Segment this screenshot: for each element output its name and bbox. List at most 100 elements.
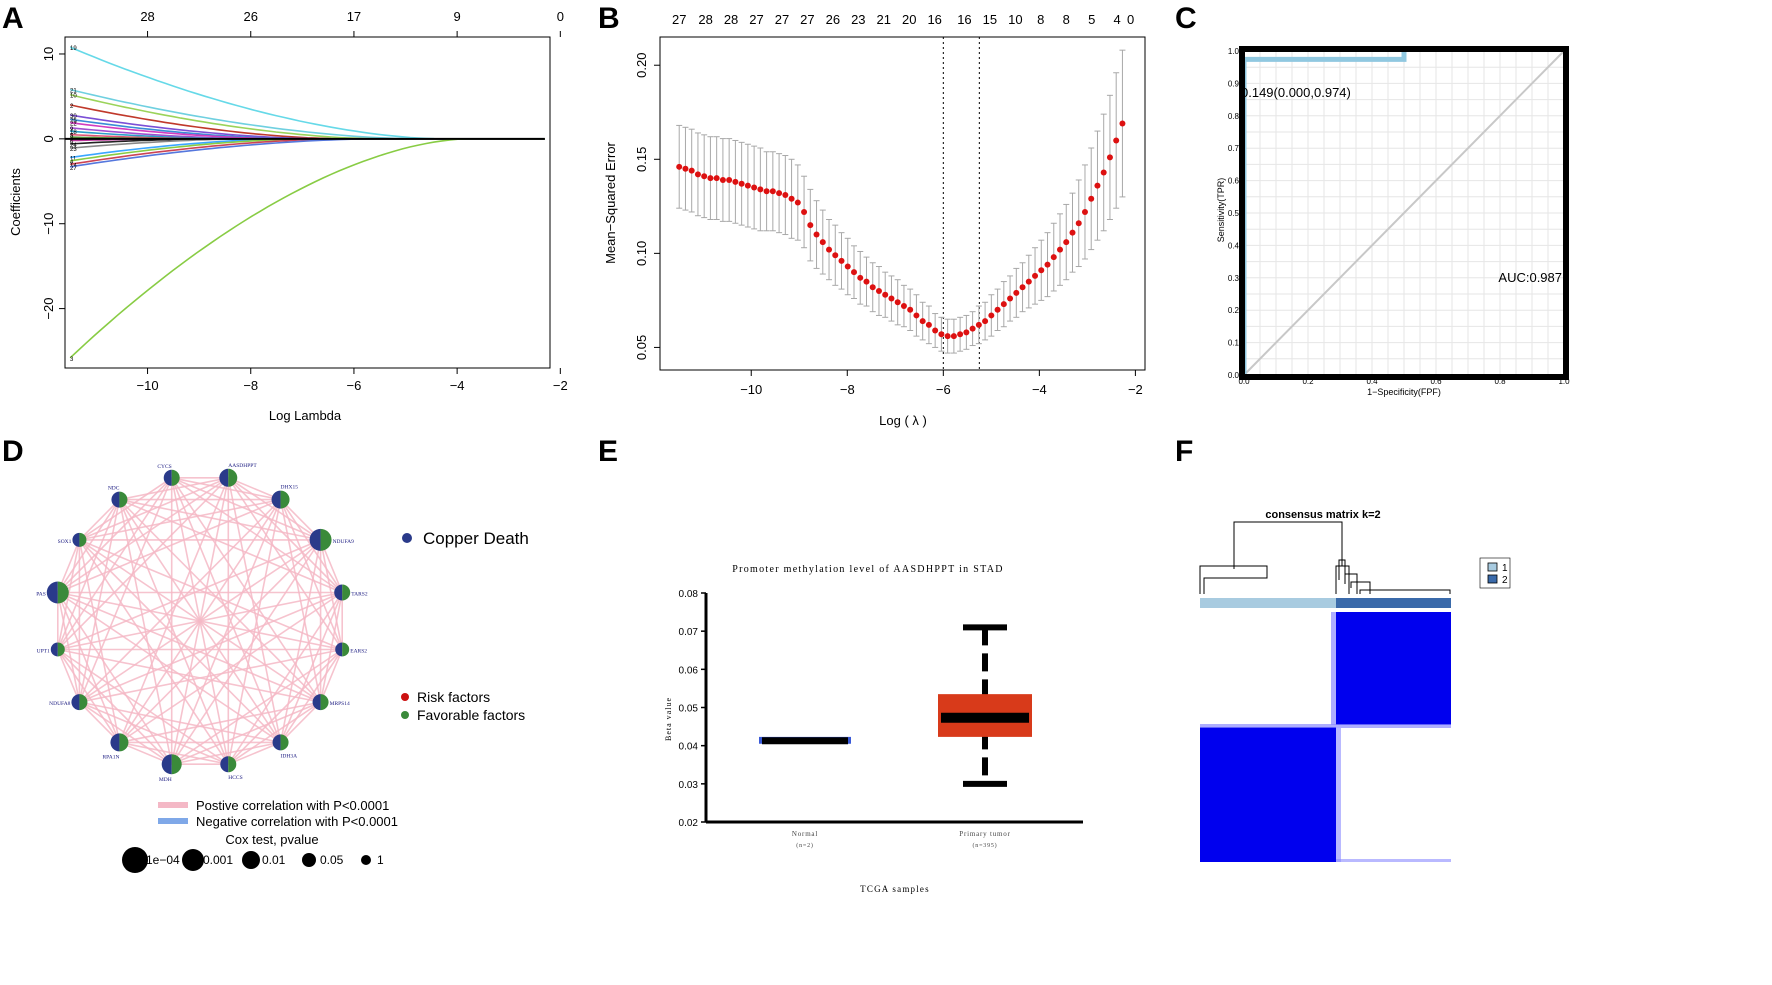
node-label: RPA1N <box>103 754 120 760</box>
panel-b-frame <box>659 36 1146 371</box>
node-half-factor <box>342 642 350 657</box>
b-top-tick-label: 28 <box>724 12 738 27</box>
network-edge <box>79 539 343 651</box>
panel-f-edge-2 <box>1200 724 1451 728</box>
lasso-line-label-10: 10 <box>70 94 77 100</box>
network-node-ndufa8: NDUFA8 <box>49 694 88 711</box>
network-edge <box>78 499 120 541</box>
e-ytick-label: 0.04 <box>679 742 699 753</box>
c-ytick-label: 0.8 <box>1228 112 1240 121</box>
node-half-copper <box>220 756 229 773</box>
cv-point <box>757 186 764 193</box>
panel-b-lambda-lines <box>942 37 980 370</box>
b-xtick-label: −4 <box>1032 382 1047 397</box>
b-top-tick-label: 21 <box>877 12 891 27</box>
panel-e-title: Promoter methylation level of AASDHPPT i… <box>732 564 1004 575</box>
node-label: SOX1 <box>58 539 72 545</box>
node-half-factor <box>79 694 88 711</box>
node-half-factor <box>119 491 128 508</box>
panel-c-auc-label: AUC:0.987 <box>1498 270 1562 285</box>
node-half-copper <box>219 468 229 487</box>
network-edge <box>118 499 282 743</box>
network-edge <box>279 499 343 650</box>
cv-point <box>1057 246 1064 253</box>
a-xtick-label: −2 <box>553 378 568 393</box>
cv-point <box>719 176 726 183</box>
network-edge <box>57 591 321 703</box>
node-label: DHX15 <box>281 485 299 491</box>
node-label: NDUFA9 <box>333 539 355 545</box>
lasso-line-label-18: 18 <box>70 130 77 136</box>
network-edge <box>57 649 121 743</box>
legend-size-title: Cox test, pvalue <box>225 832 318 847</box>
cv-point <box>900 303 907 310</box>
network-edge <box>279 592 343 743</box>
size-legend-label-0.05: 0.05 <box>320 853 344 867</box>
c-ytick-label: 0.7 <box>1228 144 1240 153</box>
node-half-factor <box>320 528 332 551</box>
e-category-label: Primary tumor <box>959 830 1010 838</box>
b-top-tick-label: 8 <box>1037 12 1044 27</box>
node-half-copper <box>50 642 58 657</box>
cv-point <box>1069 229 1076 236</box>
legend-risk-label: Risk factors <box>417 689 490 705</box>
cv-point <box>1044 261 1051 268</box>
cv-point <box>738 180 745 187</box>
node-half-factor <box>280 734 289 751</box>
cv-point <box>894 299 901 306</box>
cv-point <box>932 327 939 334</box>
lasso-line-label-24: 24 <box>70 143 77 149</box>
panel-f-consensus: consensus matrix k=2 1 2 <box>1199 509 1511 862</box>
e-ytick-label: 0.02 <box>679 818 699 829</box>
cv-point <box>832 252 839 259</box>
node-half-factor <box>119 733 129 752</box>
cv-point <box>751 184 758 191</box>
panel-a-xlabel: Log Lambda <box>269 408 342 423</box>
b-xtick-label: −2 <box>1128 382 1143 397</box>
panel-f-cluster-bar-1 <box>1200 598 1336 608</box>
a-top-tick-label: 9 <box>454 9 461 24</box>
node-label: IDH3A <box>281 753 298 759</box>
cv-point <box>676 163 683 170</box>
node-half-factor <box>280 490 290 509</box>
e-ytick-label: 0.08 <box>679 589 699 600</box>
cv-point <box>963 329 970 336</box>
network-edge <box>170 499 282 765</box>
node-label: UPT1 <box>37 648 50 654</box>
node-label: MDH <box>159 777 172 783</box>
cv-point <box>844 263 851 270</box>
legend-risk-dot <box>401 693 409 701</box>
network-edge <box>78 499 282 703</box>
cv-point <box>819 239 826 246</box>
node-half-copper <box>271 490 281 509</box>
network-node-sox1: SOX1 <box>58 532 87 547</box>
cv-point <box>826 246 833 253</box>
cv-point <box>801 208 808 215</box>
b-top-tick-label: 8 <box>1063 12 1070 27</box>
panel-f-legend-label-1: 1 <box>1502 563 1508 574</box>
network-edge <box>78 539 282 743</box>
cv-point <box>988 312 995 319</box>
cv-point <box>1000 301 1007 308</box>
network-edge <box>227 477 281 501</box>
network-node-ears2: EARS2 <box>335 642 367 657</box>
network-edge <box>57 592 81 703</box>
panel-label-a: A <box>2 2 24 35</box>
b-top-tick-label: 27 <box>800 12 814 27</box>
cv-point <box>950 333 957 340</box>
a-top-tick-label: 26 <box>244 9 258 24</box>
b-top-tick-label: 20 <box>902 12 916 27</box>
b-top-tick-label: 26 <box>826 12 840 27</box>
lasso-line-label-19: 19 <box>70 46 77 52</box>
b-xtick-label: −8 <box>840 382 855 397</box>
node-half-copper <box>334 584 343 601</box>
network-node-upt1: UPT1 <box>37 642 65 657</box>
panel-label-c: C <box>1175 2 1197 35</box>
cv-point <box>957 331 964 338</box>
panel-c-diagonal <box>1243 50 1565 376</box>
panel-d-nodes: CYCS AASDHPPT DHX15 NDUFA9 TARS2 EARS2 MRPS14 I… <box>36 463 368 783</box>
panel-a-series-lines: 1921102302522918586242311414273 <box>65 46 545 363</box>
panel-a-ylabel: Coefficients <box>8 168 23 236</box>
